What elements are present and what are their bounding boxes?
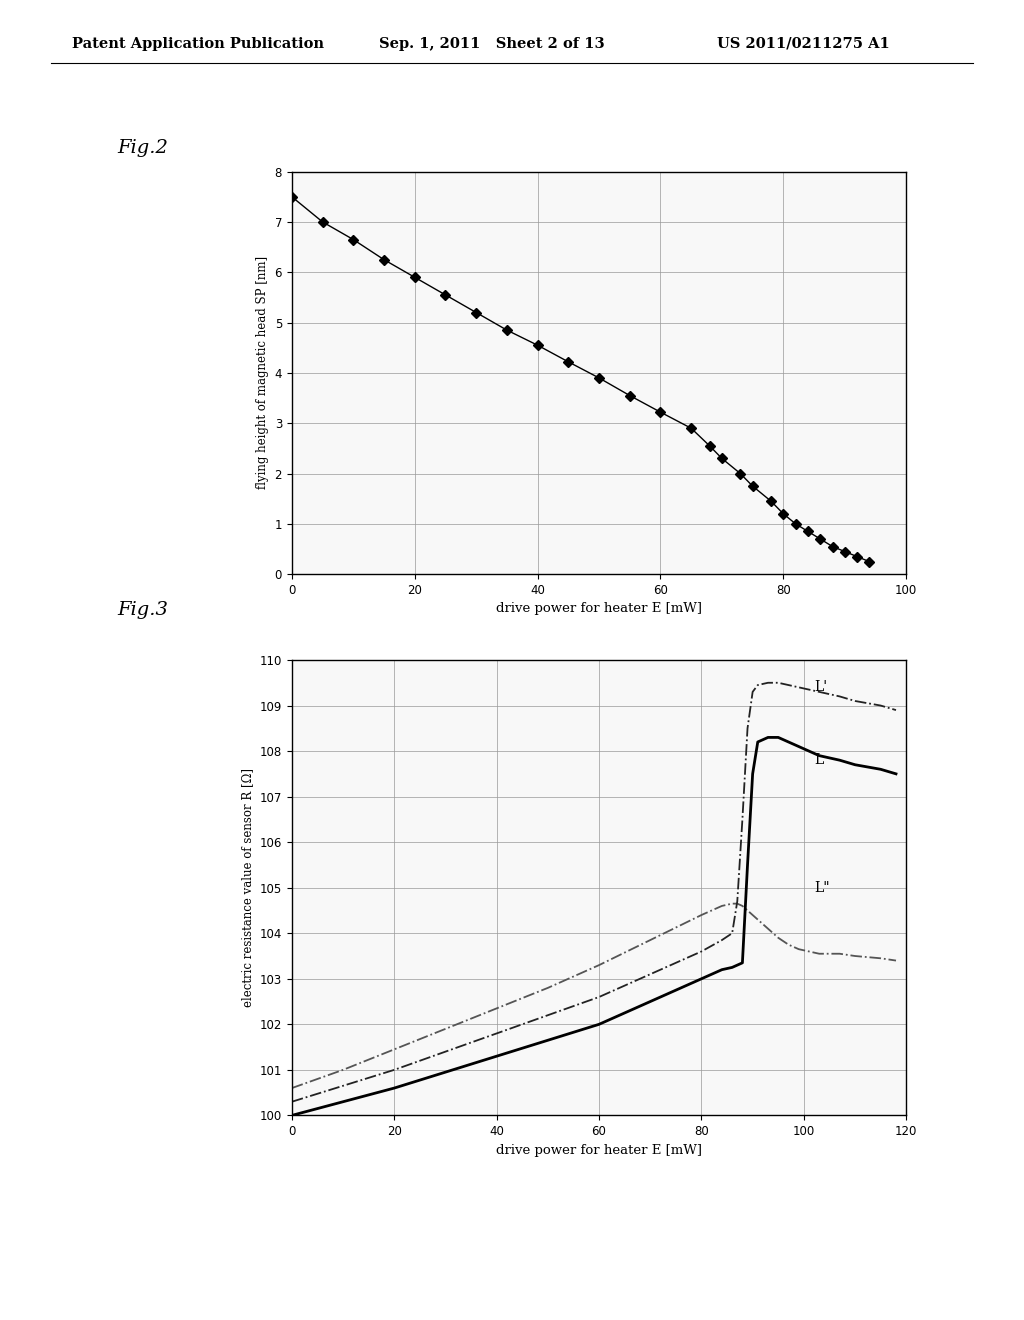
Text: Fig.2: Fig.2 xyxy=(118,139,169,157)
Y-axis label: electric resistance value of sensor R [Ω]: electric resistance value of sensor R [Ω… xyxy=(242,768,254,1007)
X-axis label: drive power for heater E [mW]: drive power for heater E [mW] xyxy=(496,1143,702,1156)
Y-axis label: flying height of magnetic head SP [nm]: flying height of magnetic head SP [nm] xyxy=(256,256,269,490)
X-axis label: drive power for heater E [mW]: drive power for heater E [mW] xyxy=(496,602,702,615)
Text: L: L xyxy=(814,754,823,767)
Text: Fig.3: Fig.3 xyxy=(118,601,169,619)
Text: Sep. 1, 2011   Sheet 2 of 13: Sep. 1, 2011 Sheet 2 of 13 xyxy=(379,37,604,51)
Text: Patent Application Publication: Patent Application Publication xyxy=(72,37,324,51)
Text: L': L' xyxy=(814,680,827,694)
Text: US 2011/0211275 A1: US 2011/0211275 A1 xyxy=(717,37,890,51)
Text: L": L" xyxy=(814,880,829,895)
